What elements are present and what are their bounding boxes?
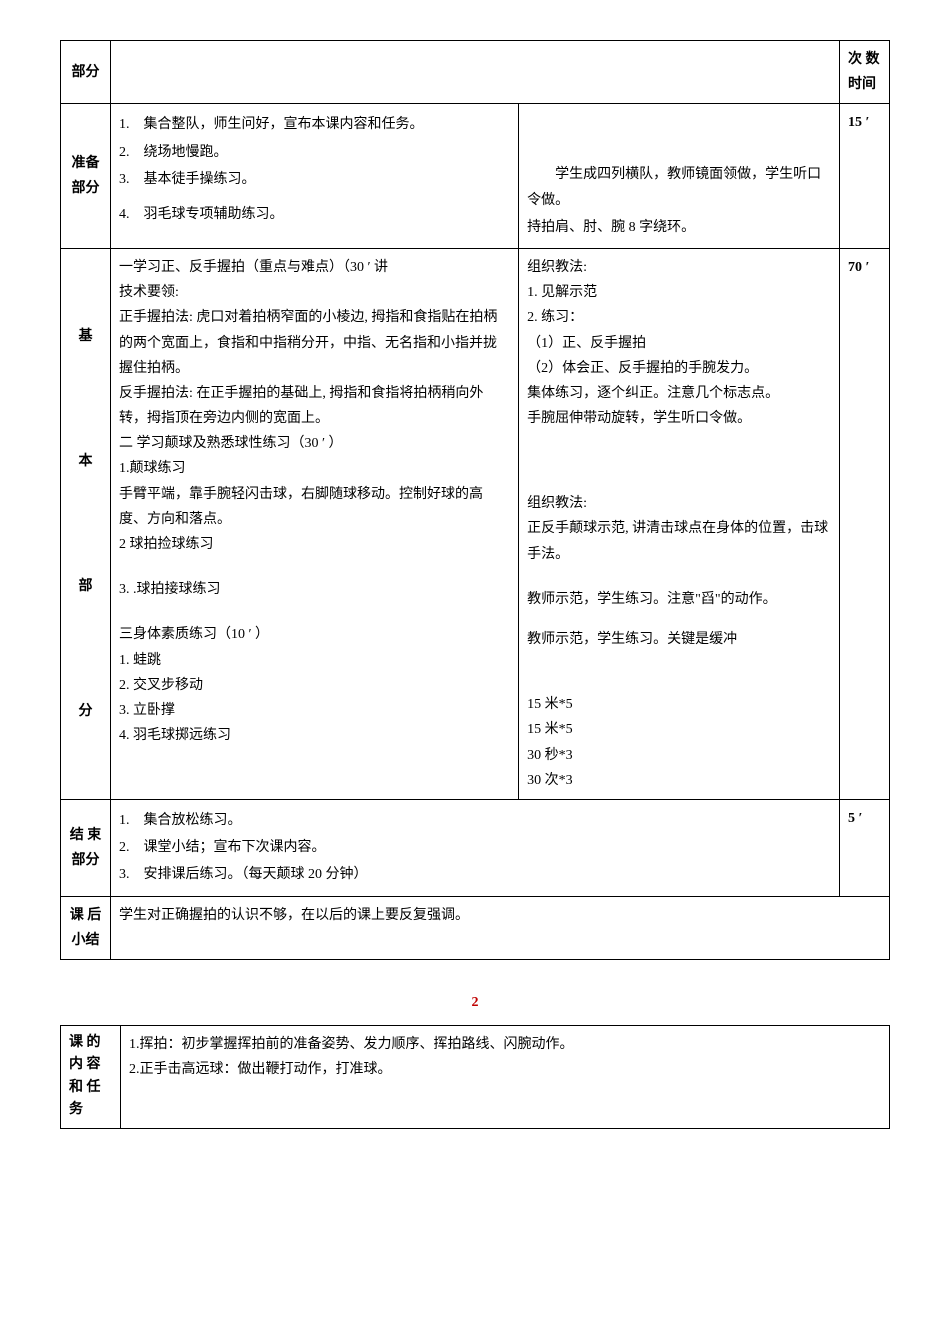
t2-label-3: 和 任 (69, 1077, 112, 1099)
end-time: 5 ′ (840, 799, 890, 896)
main-r-org1-note2: 手腕屈伸带动旋转，学生听口令做。 (527, 406, 831, 431)
prep-item-2: 2. 绕场地慢跑。 (119, 140, 510, 165)
end-label-1: 结 束 (70, 823, 102, 848)
main-r-org1-3: （1）正、反手握拍 (527, 331, 831, 356)
summary-label-2: 小结 (72, 928, 100, 953)
main-s1-p2: 反手握拍法: 在正手握拍的基础上, 拇指和食指将拍柄稍向外转，拇指顶在旁边内侧的… (119, 381, 510, 431)
end-item-3: 3. 安排课后练习。（每天颠球 20 分钟） (119, 862, 831, 887)
t2-label-4: 务 (69, 1099, 112, 1121)
prep-row: 准备 部分 1. 集合整队，师生问好，宣布本课内容和任务。 2. 绕场地慢跑。 … (61, 104, 890, 249)
main-s1-subtitle: 技术要领: (119, 280, 510, 305)
main-r-org1-2: 2. 练习： (527, 305, 831, 330)
main-r-rep1: 15 米*5 (527, 692, 831, 717)
end-label: 结 束 部分 (61, 799, 111, 896)
main-s2-item2: 2 球拍捡球练习 (119, 532, 510, 557)
main-s3-item3: 3. 立卧撑 (119, 698, 510, 723)
header-empty (111, 41, 840, 104)
prep-content: 1. 集合整队，师生问好，宣布本课内容和任务。 2. 绕场地慢跑。 3. 基本徒… (111, 104, 840, 249)
main-r-org2-p3: 教师示范，学生练习。关键是缓冲 (527, 627, 831, 652)
header-time: 次 数 时间 (840, 41, 890, 104)
main-s3-item1: 1. 蛙跳 (119, 648, 510, 673)
table2-row: 课 的 内 容 和 任 务 1.挥拍：初步掌握挥拍前的准备姿势、发力顺序、挥拍路… (61, 1026, 890, 1129)
prep-time: 15 ′ (840, 104, 890, 249)
main-r-rep4: 30 次*3 (527, 768, 831, 793)
main-s2-p1: 手臂平端，靠手腕轻闪击球，右脚随球移动。控制好球的高度、方向和落点。 (119, 482, 510, 532)
summary-content: 学生对正确握拍的认识不够，在以后的课上要反复强调。 (111, 896, 890, 959)
prep-item-3: 3. 基本徒手操练习。 (119, 167, 510, 192)
end-content: 1. 集合放松练习。 2. 课堂小结；宣布下次课内容。 3. 安排课后练习。（每… (111, 799, 840, 896)
t2-content-1: 1.挥拍：初步掌握挥拍前的准备姿势、发力顺序、挥拍路线、闪腕动作。 (129, 1032, 881, 1057)
end-item-2: 2. 课堂小结；宣布下次课内容。 (119, 835, 831, 860)
main-r-org1-title: 组织教法: (527, 255, 831, 280)
prep-right: 学生成四列横队，教师镜面领做，学生听口令做。 持拍肩、肘、腕 8 字绕环。 (519, 104, 839, 248)
end-item-1: 1. 集合放松练习。 (119, 808, 831, 833)
end-row: 结 束 部分 1. 集合放松练习。 2. 课堂小结；宣布下次课内容。 3. 安排… (61, 799, 890, 896)
end-label-2: 部分 (72, 848, 100, 873)
main-left: 一学习正、反手握拍（重点与难点）（30 ′ 讲 技术要领: 正手握拍法: 虎口对… (111, 249, 519, 799)
summary-label: 课 后 小结 (61, 896, 111, 959)
summary-row: 课 后 小结 学生对正确握拍的认识不够，在以后的课上要反复强调。 (61, 896, 890, 959)
lesson-plan-table-2: 课 的 内 容 和 任 务 1.挥拍：初步掌握挥拍前的准备姿势、发力顺序、挥拍路… (60, 1025, 890, 1129)
prep-label: 准备 部分 (61, 104, 111, 249)
table2-label: 课 的 内 容 和 任 务 (61, 1026, 121, 1129)
header-row: 部分 次 数 时间 (61, 41, 890, 104)
prep-item-1: 1. 集合整队，师生问好，宣布本课内容和任务。 (119, 112, 510, 137)
main-s3-title: 三身体素质练习（10 ′ ） (119, 622, 510, 647)
t2-content-2: 2.正手击高远球：做出鞭打动作，打准球。 (129, 1057, 881, 1082)
main-label: 基 本 部 分 (61, 248, 111, 799)
main-right: 组织教法: 1. 见解示范 2. 练习： （1）正、反手握拍 （2）体会正、反手… (519, 249, 839, 799)
main-r-org1-note: 集体练习，逐个纠正。注意几个标志点。 (527, 381, 831, 406)
summary-label-1: 课 后 (70, 903, 102, 928)
main-s3-item4: 4. 羽毛球掷远练习 (119, 723, 510, 748)
main-r-org1-4: （2）体会正、反手握拍的手腕发力。 (527, 356, 831, 381)
main-s2-item3: 3. .球拍接球练习 (119, 577, 510, 602)
t2-label-1: 课 的 (69, 1032, 112, 1054)
prep-label-1: 准备 (72, 151, 100, 176)
page-number: 2 (60, 990, 890, 1015)
main-s3-item2: 2. 交叉步移动 (119, 673, 510, 698)
main-row: 基 本 部 分 一学习正、反手握拍（重点与难点）（30 ′ 讲 技术要领: 正手… (61, 248, 890, 799)
main-s1-p1: 正手握拍法: 虎口对着拍柄窄面的小棱边, 拇指和食指贴在拍柄的两个宽面上，食指和… (119, 305, 510, 381)
table2-content: 1.挥拍：初步掌握挥拍前的准备姿势、发力顺序、挥拍路线、闪腕动作。 2.正手击高… (121, 1026, 890, 1129)
prep-right-1: 学生成四列横队，教师镜面领做，学生听口令做。 (527, 162, 831, 212)
header-section: 部分 (61, 41, 111, 104)
main-content: 一学习正、反手握拍（重点与难点）（30 ′ 讲 技术要领: 正手握拍法: 虎口对… (111, 248, 840, 799)
main-char-2: 本 (79, 449, 93, 474)
main-r-org2-title: 组织教法: (527, 491, 831, 516)
prep-left: 1. 集合整队，师生问好，宣布本课内容和任务。 2. 绕场地慢跑。 3. 基本徒… (111, 104, 519, 248)
main-time: 70 ′ (840, 248, 890, 799)
prep-right-2: 持拍肩、肘、腕 8 字绕环。 (527, 215, 831, 240)
main-r-org2-p1: 正反手颠球示范, 讲清击球点在身体的位置，击球手法。 (527, 516, 831, 566)
main-char-4: 分 (79, 699, 93, 724)
lesson-plan-table-1: 部分 次 数 时间 准备 部分 1. 集合整队，师生问好，宣布本课内容和任务。 … (60, 40, 890, 960)
main-r-rep3: 30 秒*3 (527, 743, 831, 768)
main-r-rep2: 15 米*5 (527, 717, 831, 742)
main-s2-item1: 1.颠球练习 (119, 456, 510, 481)
main-char-1: 基 (79, 324, 93, 349)
main-r-org2-p2: 教师示范，学生练习。注意"舀"的动作。 (527, 587, 831, 612)
main-s1-title: 一学习正、反手握拍（重点与难点）（30 ′ 讲 (119, 255, 510, 280)
t2-label-2: 内 容 (69, 1054, 112, 1076)
prep-label-2: 部分 (72, 176, 100, 201)
main-s2-title: 二 学习颠球及熟悉球性练习（30 ′ ） (119, 431, 510, 456)
prep-item-4: 4. 羽毛球专项辅助练习。 (119, 202, 510, 227)
main-r-org1-1: 1. 见解示范 (527, 280, 831, 305)
main-char-3: 部 (79, 574, 93, 599)
